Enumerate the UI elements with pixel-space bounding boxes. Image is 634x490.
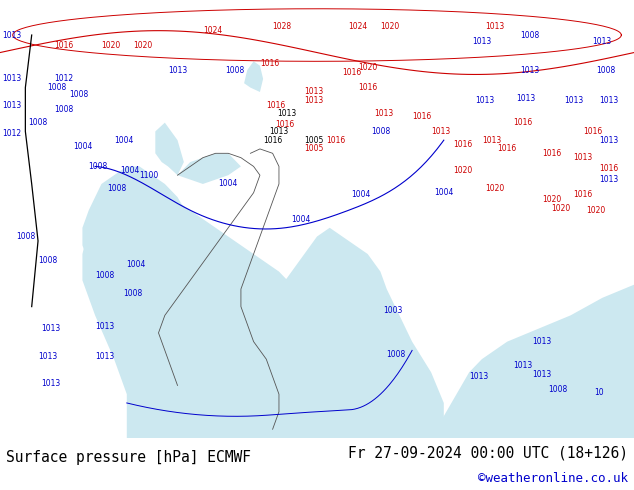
Text: 1013: 1013 [431,127,450,136]
Text: 1016: 1016 [342,68,361,77]
Text: 1024: 1024 [349,22,368,31]
Text: 1020: 1020 [380,22,399,31]
Text: 1008: 1008 [89,162,108,171]
Text: 1013: 1013 [168,66,187,74]
Text: 1013: 1013 [269,127,288,136]
Text: 1016: 1016 [276,121,295,129]
Text: 1012: 1012 [54,74,73,83]
Text: 1013: 1013 [41,379,60,388]
Text: 1008: 1008 [124,289,143,298]
Text: 1008: 1008 [54,105,73,114]
Text: 1013: 1013 [2,100,21,110]
Text: 1028: 1028 [273,22,292,31]
Text: 1008: 1008 [371,127,390,136]
Text: 1013: 1013 [41,324,60,333]
Text: 1004: 1004 [127,261,146,270]
Text: 1008: 1008 [548,385,567,394]
Text: 1013: 1013 [38,352,57,362]
Text: 1004: 1004 [73,142,92,151]
Text: 1016: 1016 [514,118,533,127]
Text: 1016: 1016 [266,100,285,110]
Text: 1013: 1013 [2,74,21,83]
Text: Surface pressure [hPa] ECMWF: Surface pressure [hPa] ECMWF [6,450,251,465]
Text: 1004: 1004 [352,191,371,199]
Text: 1013: 1013 [599,175,618,184]
Text: 1020: 1020 [133,42,152,50]
Text: 1016: 1016 [358,83,377,92]
Text: 1013: 1013 [564,96,583,105]
Text: 1013: 1013 [374,109,393,119]
Text: 1016: 1016 [327,136,346,145]
Text: 1004: 1004 [292,215,311,223]
Text: 1013: 1013 [95,352,114,362]
Text: 1013: 1013 [485,22,504,31]
Text: 1004: 1004 [434,188,453,197]
Text: 1012: 1012 [2,129,21,138]
Text: 1005: 1005 [304,136,323,145]
Text: 10: 10 [594,388,604,396]
Text: 1016: 1016 [498,145,517,153]
Text: 1020: 1020 [358,63,377,73]
Text: 1016: 1016 [263,136,282,145]
Text: 1004: 1004 [219,179,238,189]
Text: 1020: 1020 [485,184,504,193]
Text: 1008: 1008 [596,66,615,74]
Text: 1008: 1008 [29,118,48,127]
Text: 1013: 1013 [304,88,323,97]
Text: 1016: 1016 [583,127,602,136]
Text: 1020: 1020 [552,203,571,213]
Text: 1013: 1013 [2,30,21,40]
Text: 1016: 1016 [574,191,593,199]
Text: 1013: 1013 [520,66,539,74]
Text: 1020: 1020 [542,195,561,204]
Text: 1013: 1013 [482,136,501,145]
Text: 1020: 1020 [101,42,120,50]
Text: 1008: 1008 [95,271,114,280]
Text: 1013: 1013 [593,37,612,46]
Text: 1016: 1016 [54,42,73,50]
Text: 1013: 1013 [469,372,488,381]
Text: 1020: 1020 [586,206,605,215]
Text: 1013: 1013 [533,337,552,346]
Text: 1013: 1013 [599,96,618,105]
Text: 1016: 1016 [260,59,279,68]
Text: 1008: 1008 [38,256,57,265]
Text: 1004: 1004 [120,166,139,175]
Text: 1013: 1013 [476,96,495,105]
Text: 1013: 1013 [95,322,114,331]
Text: 1005: 1005 [304,145,323,153]
Text: ©weatheronline.co.uk: ©weatheronline.co.uk [477,472,628,485]
Text: 1013: 1013 [574,153,593,162]
Text: 1008: 1008 [520,30,539,40]
Text: 1008: 1008 [16,232,35,241]
Text: 1003: 1003 [384,306,403,316]
Text: 1008: 1008 [387,350,406,359]
Text: 1008: 1008 [48,83,67,92]
Text: 1013: 1013 [533,370,552,379]
Text: 1013: 1013 [599,136,618,145]
Text: 1013: 1013 [514,361,533,370]
Text: 1008: 1008 [108,184,127,193]
Text: 1016: 1016 [542,149,561,158]
Text: 1016: 1016 [453,140,472,149]
Text: 1008: 1008 [225,66,244,74]
Text: Fr 27-09-2024 00:00 UTC (18+126): Fr 27-09-2024 00:00 UTC (18+126) [347,445,628,460]
Text: 1016: 1016 [599,164,618,173]
Text: 1013: 1013 [304,96,323,105]
Text: 1008: 1008 [70,90,89,98]
Text: 1013: 1013 [277,109,296,119]
Text: 1013: 1013 [517,94,536,103]
Text: 1100: 1100 [139,171,158,180]
Text: 1020: 1020 [453,166,472,175]
Text: 1024: 1024 [203,26,222,35]
Text: 1016: 1016 [412,112,431,121]
Text: 1004: 1004 [114,136,133,145]
Text: 1013: 1013 [472,37,491,46]
